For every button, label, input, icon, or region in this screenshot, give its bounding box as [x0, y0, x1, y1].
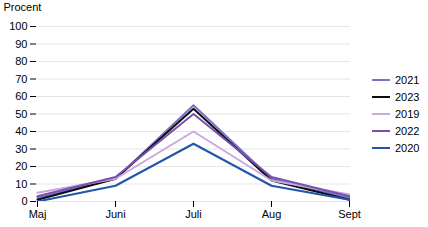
html-text:2022: 2022: [395, 124, 420, 137]
svg-text:80: 80: [15, 55, 27, 67]
svg-text:50: 50: [15, 108, 27, 120]
svg-text:70: 70: [15, 73, 27, 85]
svg-text:10: 10: [15, 178, 27, 190]
svg-text:100: 100: [9, 20, 27, 32]
svg-text:Procent: Procent: [4, 1, 42, 13]
svg-text:Maj: Maj: [29, 208, 47, 220]
html-text:2023: 2023: [395, 90, 420, 103]
svg-text:30: 30: [15, 143, 27, 155]
svg-text:60: 60: [15, 90, 27, 102]
svg-text:Juni: Juni: [105, 208, 125, 220]
html-text:2020: 2020: [395, 141, 420, 154]
svg-text:20: 20: [15, 160, 27, 172]
svg-text:0: 0: [21, 195, 27, 207]
svg-text:Juli: Juli: [185, 208, 202, 220]
svg-text:40: 40: [15, 125, 27, 137]
svg-text:Sept: Sept: [338, 208, 361, 220]
html-text:2019: 2019: [395, 107, 420, 120]
svg-text:Aug: Aug: [262, 208, 282, 220]
svg-text:90: 90: [15, 38, 27, 50]
html-text:2021: 2021: [395, 73, 420, 86]
